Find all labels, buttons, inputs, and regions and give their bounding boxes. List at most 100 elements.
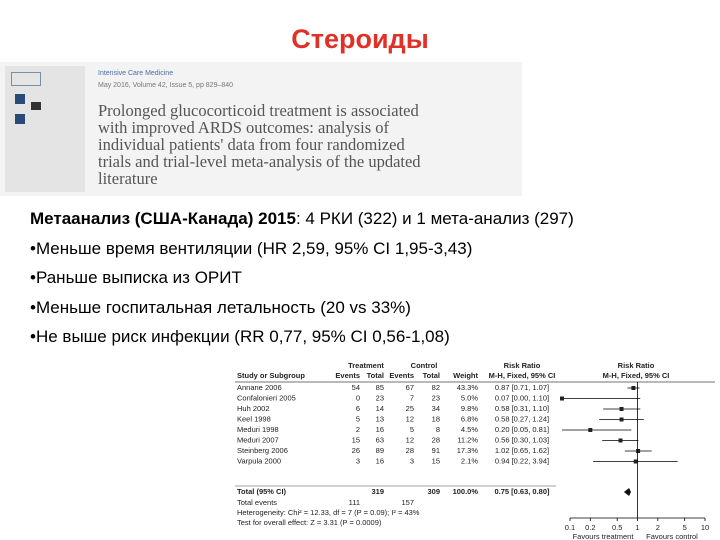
summary-rest: : 4 РКИ (322) и 1 мета-анализ (297): [295, 209, 574, 228]
cell: 28: [432, 435, 440, 444]
cell: 9.8%: [461, 404, 478, 413]
cell: 28: [406, 446, 414, 455]
cell: 12: [406, 435, 414, 444]
study-name: Steinberg 2006: [237, 446, 288, 455]
cell: 12: [406, 414, 414, 423]
column-header: Weight: [453, 371, 478, 380]
cell: 6.8%: [461, 414, 478, 423]
cell: 14: [376, 404, 384, 413]
cell: 16: [376, 456, 384, 465]
bullet-text: Не выше риск инфекции (RR 0,77, 95% CI 0…: [35, 327, 450, 346]
cell: 16: [376, 425, 384, 434]
total-cell: 100.0%: [453, 487, 479, 496]
x-tick-label: 0.2: [585, 523, 595, 532]
cell: 8: [436, 425, 440, 434]
column-header: Events: [335, 371, 360, 380]
summary: Метаанализ (США-Канада) 2015: 4 РКИ (322…: [30, 204, 574, 352]
estimate-square: [636, 449, 641, 453]
bullet-item: •Раньше выписка из ОРИТ: [30, 263, 574, 293]
cell: 5.0%: [461, 393, 478, 402]
risk-ratio: 0.87 [0.71, 1.07]: [495, 383, 549, 392]
icon: [31, 102, 41, 110]
estimate-square: [618, 438, 623, 443]
total-label: Total (95% CI): [237, 487, 287, 496]
bullet-text: Меньше время вентиляции (HR 2,59, 95% CI…: [35, 238, 473, 258]
bullet-item: •Меньше время вентиляции (HR 2,59, 95% C…: [30, 234, 574, 264]
estimate-square: [619, 417, 624, 422]
total-events: 111: [349, 498, 360, 507]
study-name: Huh 2002: [237, 404, 270, 413]
logo: [11, 72, 41, 86]
x-tick-label: 1: [635, 523, 639, 532]
bullet-text: Меньше госпитальная летальность (20 vs 3…: [35, 297, 411, 317]
icon: [15, 114, 25, 124]
risk-ratio: 0.20 [0.05, 0.81]: [495, 425, 549, 434]
total-risk-ratio: 0.75 [0.63, 0.80]: [494, 487, 550, 496]
cell: 2.1%: [461, 456, 478, 465]
bullet-marker: •: [30, 297, 36, 317]
cell: 5: [410, 425, 414, 434]
cell: 15: [352, 435, 360, 444]
study-name: Meduri 1998: [237, 425, 279, 434]
study-name: Confalonieri 2005: [237, 393, 296, 402]
cell: 23: [432, 393, 440, 402]
estimate-square: [588, 428, 593, 432]
group-header: Treatment: [348, 361, 384, 370]
cell: 13: [376, 414, 384, 423]
group-header: Risk Ratio: [504, 361, 541, 370]
paper-title-line: Prolonged glucocorticoid treatment is as…: [98, 101, 419, 120]
cell: 89: [376, 446, 384, 455]
cell: 15: [432, 456, 440, 465]
total-cell: 319: [371, 487, 384, 496]
cell: 25: [406, 404, 414, 413]
cell: 26: [352, 446, 360, 455]
bullet-item: •Меньше госпитальная летальность (20 vs …: [30, 293, 574, 323]
cell: 7: [410, 393, 414, 402]
paper-title-line: with improved ARDS outcomes: analysis of: [98, 118, 390, 137]
slide-title: Стероиды: [291, 24, 429, 54]
sidebar: [5, 66, 85, 192]
cell: 17.3%: [457, 446, 479, 455]
risk-ratio: 0.58 [0.27, 1.24]: [495, 414, 549, 423]
icon: [15, 94, 25, 104]
group-header: Risk Ratio: [618, 361, 655, 370]
total-events-label: Total events: [237, 498, 277, 507]
x-tick-label: 0.1: [565, 523, 575, 532]
cell: 54: [352, 383, 360, 392]
overall-effect: Test for overall effect: Z = 3.31 (P = 0…: [237, 518, 382, 527]
risk-ratio: 1.02 [0.65, 1.62]: [495, 446, 549, 455]
paper-title-line: trials and trial-level meta-analysis of …: [98, 152, 421, 171]
estimate-square: [631, 386, 636, 390]
x-tick-label: 5: [683, 523, 687, 532]
cell: 34: [432, 404, 440, 413]
column-header: M-H, Fixed, 95% CI: [603, 371, 670, 380]
cell: 5: [356, 414, 360, 423]
column-header: Study or Subgroup: [237, 371, 305, 380]
estimate-square: [633, 459, 638, 464]
x-tick-label: 2: [656, 523, 660, 532]
total-diamond: [623, 488, 631, 496]
total-cell: 309: [427, 487, 440, 496]
summary-lead: Метаанализ (США-Канада) 2015: [30, 209, 296, 228]
cell: 3: [410, 456, 414, 465]
column-header: Total: [367, 371, 384, 380]
cell: 85: [376, 383, 384, 392]
study-name: Annane 2006: [237, 383, 282, 392]
cell: 11.2%: [457, 435, 478, 444]
column-header: Events: [389, 371, 414, 380]
bullet-marker: •: [30, 238, 36, 258]
cell: 91: [432, 446, 440, 455]
risk-ratio: 0.56 [0.30, 1.03]: [495, 435, 549, 444]
journal: Intensive Care Medicine: [98, 70, 174, 77]
estimate-square: [560, 396, 564, 401]
cell: 67: [406, 383, 414, 392]
x-tick-label: 10: [701, 523, 709, 532]
paper-title-line: literature: [98, 169, 158, 188]
study-name: Varpula 2000: [237, 456, 281, 465]
cell: 3: [356, 456, 360, 465]
cell: 6: [356, 404, 360, 413]
issue: May 2016, Volume 42, Issue 5, pp 829–840: [98, 82, 234, 89]
paper-title-line: individual patients' data from four rand…: [98, 135, 405, 154]
